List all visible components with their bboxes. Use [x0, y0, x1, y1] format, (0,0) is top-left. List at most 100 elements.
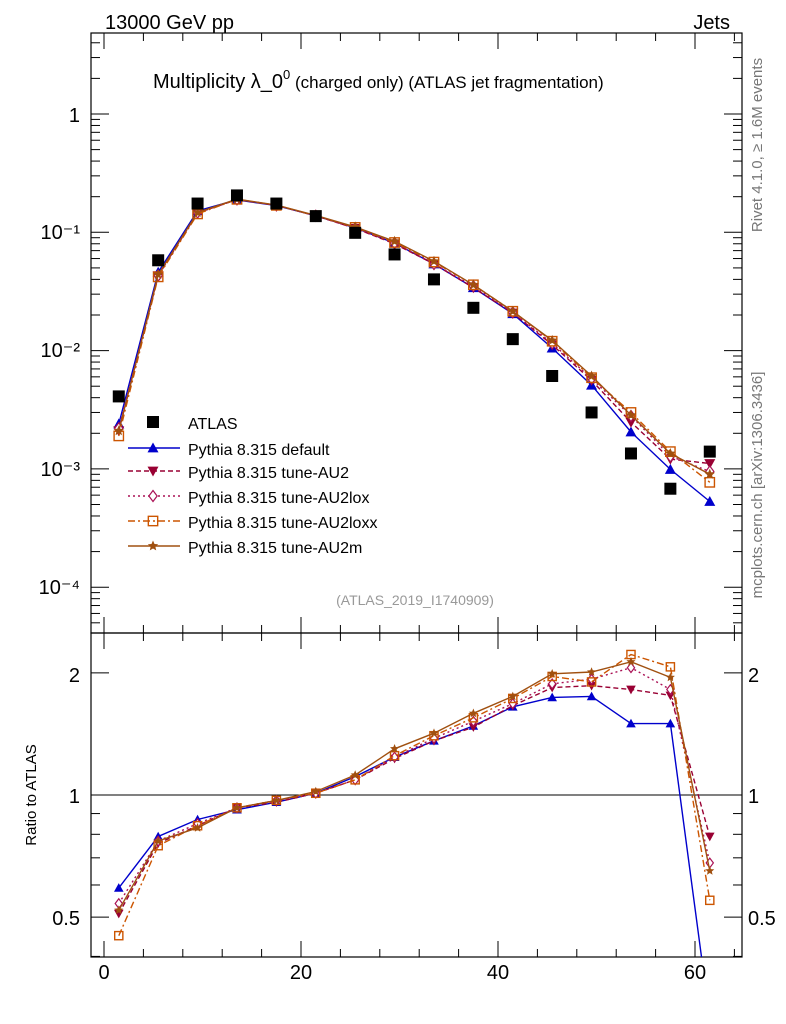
ratio-point — [232, 803, 242, 812]
header-process-label: 13000 GeV pp — [105, 12, 234, 34]
x-tick-label: 40 — [487, 962, 509, 984]
ratio-point — [547, 678, 557, 690]
ratio-series-line — [118, 653, 711, 936]
series-point — [586, 370, 597, 381]
ratio-point — [704, 895, 715, 906]
atlas-data-point — [388, 248, 401, 261]
series-line — [118, 198, 711, 483]
ratio-tick-label-left: 2 — [69, 665, 80, 687]
series-point — [113, 425, 124, 436]
ratio-tick-label-left: 1 — [69, 786, 80, 808]
plot-title: Multiplicity λ_00 (charged only) (ATLAS … — [153, 67, 604, 93]
ratio-point — [626, 718, 636, 728]
ratio-tick-label-left: 0.5 — [52, 908, 80, 930]
ratio-tick-label-right: 1 — [748, 786, 759, 808]
ratio-point — [271, 795, 281, 805]
legend-label: Pythia 8.315 tune-AU2lox — [188, 490, 369, 507]
x-tick-label: 20 — [290, 962, 312, 984]
series-point — [664, 463, 676, 474]
ratio-point — [626, 685, 636, 695]
ratio-point — [626, 661, 636, 674]
legend-marker — [147, 442, 159, 453]
legend-label: Pythia 8.315 tune-AU2m — [188, 540, 362, 557]
ratio-point — [113, 909, 124, 919]
ratio-point — [113, 883, 124, 892]
analysis-id-label: (ATLAS_2019_I1740909) — [336, 592, 494, 608]
ratio-point — [390, 744, 400, 753]
atlas-data-point — [624, 447, 637, 460]
atlas-data-point — [506, 333, 519, 346]
ratio-point — [547, 669, 557, 678]
series-point — [665, 446, 676, 457]
ratio-point — [350, 770, 360, 779]
legend-marker — [147, 515, 159, 527]
legend-label: Pythia 8.315 tune-AU2 — [188, 465, 349, 482]
ratio-point — [390, 751, 399, 763]
atlas-data-point — [191, 197, 204, 210]
series-point — [546, 334, 558, 345]
series-point — [507, 305, 518, 316]
legend-marker — [148, 489, 158, 503]
atlas-data-point — [467, 301, 480, 314]
mcplots-reference-label: mcplots.cern.ch [arXiv:1306.3436] — [749, 372, 766, 599]
ratio-point — [587, 667, 597, 676]
ratio-point — [586, 691, 597, 701]
atlas-data-point — [230, 189, 243, 202]
atlas-data-point — [349, 226, 362, 239]
ratio-axis-label: Ratio to ATLAS — [23, 744, 40, 845]
ratio-point — [705, 866, 715, 875]
ratio-point — [389, 750, 400, 761]
rivet-version-label: Rivet 4.1.0, ≥ 1.6M events — [749, 58, 766, 232]
atlas-data-point — [585, 406, 598, 419]
ratio-point — [193, 823, 203, 832]
ratio-point — [665, 691, 676, 701]
ratio-point — [153, 836, 163, 845]
atlas-data-point — [270, 197, 283, 210]
ratio-series-line — [118, 661, 711, 911]
series-point — [428, 255, 440, 266]
series-point — [704, 468, 715, 479]
ratio-point — [468, 723, 479, 732]
ratio-point — [626, 657, 636, 666]
y-tick-label: 10⁻² — [41, 340, 81, 362]
atlas-data-point — [703, 445, 716, 458]
series-point — [389, 235, 400, 246]
ratio-point — [665, 718, 676, 728]
series-point — [704, 496, 716, 506]
y-tick-label: 10⁻¹ — [41, 222, 81, 244]
y-tick-label: 10⁻³ — [41, 459, 81, 481]
ratio-point — [468, 708, 478, 718]
x-tick-label: 60 — [684, 962, 706, 984]
ratio-point — [311, 786, 321, 796]
ratio-point — [429, 728, 439, 738]
legend-label-atlas: ATLAS — [188, 416, 238, 433]
ratio-point — [704, 832, 715, 842]
legend-label: Pythia 8.315 default — [188, 442, 330, 459]
series-point — [625, 409, 637, 420]
ratio-point — [547, 692, 557, 702]
atlas-data-point — [152, 254, 165, 267]
ratio-tick-label-right: 2 — [748, 665, 759, 687]
series-point — [468, 279, 479, 290]
legend-marker — [147, 466, 159, 477]
y-tick-label: 10⁻⁴ — [39, 577, 80, 599]
y-tick-label: 1 — [69, 105, 80, 127]
series-line — [118, 198, 711, 473]
ratio-point — [508, 691, 518, 701]
ratio-point — [586, 677, 597, 687]
series-line — [118, 198, 711, 475]
series-point — [625, 426, 637, 437]
series-point — [152, 269, 164, 279]
atlas-data-point — [112, 390, 125, 403]
ratio-point — [665, 662, 676, 672]
legend-marker-atlas — [147, 416, 159, 428]
series-point — [704, 476, 716, 488]
x-tick-label: 0 — [98, 962, 109, 984]
atlas-data-point — [664, 482, 677, 495]
ratio-point — [113, 930, 124, 941]
series-point — [665, 448, 676, 458]
header-category-label: Jets — [693, 12, 730, 34]
series-point — [192, 207, 203, 217]
plot-drawing-layer — [90, 32, 743, 958]
